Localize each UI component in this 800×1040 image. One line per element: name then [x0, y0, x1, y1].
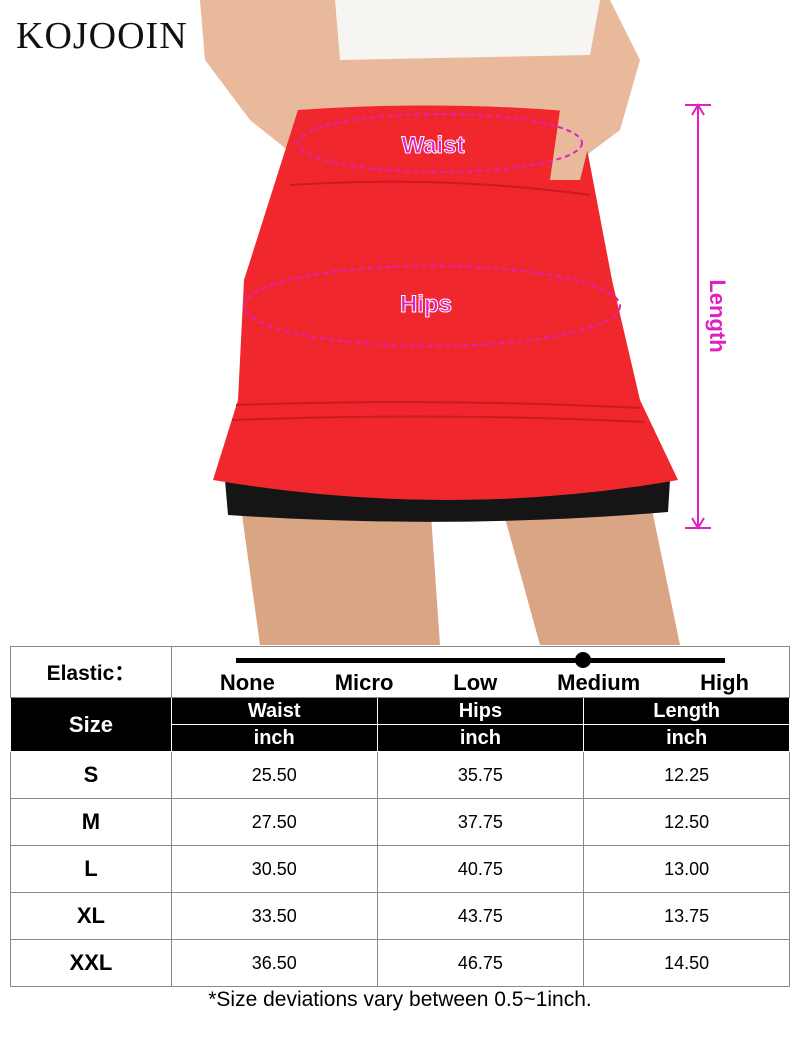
table-row: XL 33.50 43.75 13.75 — [10, 892, 790, 940]
brand-logo: KOJOOIN — [16, 15, 188, 57]
elastic-label: Elastic： — [10, 646, 172, 698]
size-cell: M — [10, 798, 172, 846]
leg-right — [500, 500, 680, 645]
length-cell: 14.50 — [583, 939, 790, 987]
length-cell: 12.50 — [583, 798, 790, 846]
waist-cell: 25.50 — [170, 751, 378, 799]
size-cell: XXL — [10, 939, 172, 987]
white-top — [335, 0, 600, 60]
elastic-scale: None Micro Low Medium High — [170, 646, 791, 698]
waist-header: Waist — [170, 697, 378, 725]
hips-cell: 40.75 — [376, 845, 585, 893]
leg-left — [240, 500, 440, 645]
length-unit: inch — [583, 724, 790, 752]
hips-label: Hips — [400, 291, 452, 318]
hips-measure — [243, 265, 621, 347]
level-none: None — [219, 670, 275, 695]
hips-cell: 35.75 — [376, 751, 585, 799]
table-row: M 27.50 37.75 12.50 — [10, 798, 790, 846]
length-arrow — [685, 103, 711, 530]
waist-cell: 27.50 — [170, 798, 378, 846]
hips-unit: inch — [376, 724, 585, 752]
level-high: High — [700, 670, 749, 695]
level-medium: Medium — [557, 670, 641, 695]
skirt — [213, 105, 678, 501]
size-chart: Elastic： None Micro Low Medium High Size… — [10, 646, 791, 987]
elastic-marker — [574, 652, 591, 668]
hips-cell: 46.75 — [376, 939, 585, 987]
level-micro: Micro — [334, 670, 394, 695]
hips-cell: 37.75 — [376, 798, 585, 846]
size-cell: L — [10, 845, 172, 893]
hips-header: Hips — [376, 697, 585, 725]
waist-measure — [297, 113, 583, 173]
table-row: XXL 36.50 46.75 14.50 — [10, 939, 790, 987]
waist-cell: 33.50 — [170, 892, 378, 940]
length-cell: 12.25 — [583, 751, 790, 799]
waist-label: Waist — [401, 132, 464, 159]
size-note: *Size deviations vary between 0.5~1inch. — [208, 988, 592, 1011]
hips-cell: 43.75 — [376, 892, 585, 940]
length-cell: 13.00 — [583, 845, 790, 893]
level-low: Low — [453, 670, 498, 695]
waist-unit: inch — [170, 724, 378, 752]
waist-cell: 30.50 — [170, 845, 378, 893]
waist-cell: 36.50 — [170, 939, 378, 987]
size-header: Size — [10, 697, 172, 752]
size-cell: XL — [10, 892, 172, 940]
product-photo: Waist Hips Length — [200, 0, 730, 645]
length-cell: 13.75 — [583, 892, 790, 940]
table-row: S 25.50 35.75 12.25 — [10, 751, 790, 799]
table-row: L 30.50 40.75 13.00 — [10, 845, 790, 893]
length-header: Length — [583, 697, 790, 725]
size-cell: S — [10, 751, 172, 799]
elastic-bar — [235, 658, 725, 663]
length-label: Length — [705, 279, 730, 352]
